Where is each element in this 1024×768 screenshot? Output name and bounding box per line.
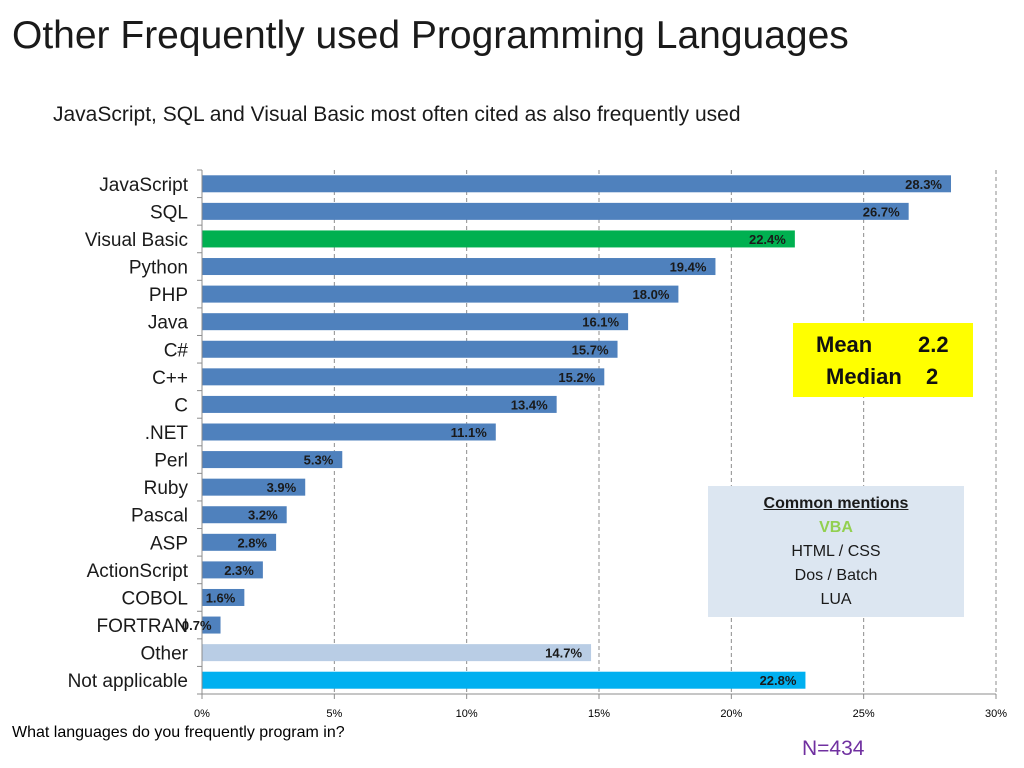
bar	[202, 533, 277, 551]
data-label: 3.9%	[267, 480, 297, 495]
data-label: 22.4%	[749, 232, 786, 247]
data-label: 14.7%	[545, 646, 582, 661]
axes	[197, 169, 997, 699]
bars	[202, 175, 952, 689]
category-label: Python	[129, 258, 188, 279]
data-label: 11.1%	[451, 425, 488, 440]
bar	[202, 478, 306, 496]
data-label: 26.7%	[863, 204, 900, 219]
x-tick-label: 5%	[326, 708, 342, 720]
category-label: Visual Basic	[85, 230, 188, 251]
data-label: 16.1%	[582, 315, 619, 330]
common-mention-item: HTML / CSS	[791, 543, 881, 560]
bar	[202, 340, 618, 358]
data-label: 15.7%	[572, 342, 609, 357]
bar	[202, 588, 245, 606]
mean-value: 2.2	[918, 332, 949, 357]
page-title: Other Frequently used Programming Langua…	[12, 14, 849, 57]
labels: 0% 5% 10% 15% 20% 25% 30% JavaScript 28.3% SQL 26.…	[68, 175, 1008, 720]
data-label: 13.4%	[511, 397, 548, 412]
category-label: ASP	[150, 533, 188, 554]
x-tick-label: 25%	[853, 708, 875, 720]
bar	[202, 395, 557, 413]
data-label: 19.4%	[670, 260, 707, 275]
bar	[202, 258, 716, 276]
bar	[202, 202, 909, 220]
data-label: 3.2%	[248, 508, 278, 523]
bar	[202, 451, 343, 469]
data-label: 22.8%	[760, 673, 797, 688]
category-label: JavaScript	[99, 175, 188, 196]
survey-question: What languages do you frequently program…	[12, 724, 345, 741]
category-label: .NET	[145, 423, 189, 444]
category-label: PHP	[149, 285, 188, 306]
common-mention-item: Dos / Batch	[794, 567, 878, 584]
data-label: 2.3%	[224, 563, 254, 578]
data-label: 28.3%	[905, 177, 942, 192]
common-mentions-title: Common mentions	[763, 495, 909, 512]
common-mention-highlight: VBA	[819, 519, 853, 536]
category-label: C#	[164, 340, 189, 361]
category-label: C	[174, 395, 188, 416]
bar	[202, 423, 496, 441]
x-tick-label: 10%	[456, 708, 478, 720]
category-label: Other	[140, 644, 188, 665]
median-value: 2	[926, 364, 939, 389]
bar	[202, 313, 629, 331]
x-tick-label: 0%	[194, 708, 210, 720]
category-label: Ruby	[144, 478, 189, 499]
category-label: Java	[148, 313, 189, 334]
bar	[202, 368, 605, 386]
common-mentions-box: Common mentions VBA HTML / CSS Dos / Bat…	[708, 486, 964, 617]
data-label: 15.2%	[558, 370, 595, 385]
bar	[202, 644, 592, 662]
sample-size: N=434	[802, 737, 865, 760]
page-subtitle: JavaScript, SQL and Visual Basic most of…	[53, 103, 741, 126]
category-label: SQL	[150, 202, 188, 223]
bar	[202, 175, 952, 193]
bar	[202, 671, 806, 689]
category-label: COBOL	[121, 588, 188, 609]
common-mention-item: LUA	[820, 591, 852, 608]
category-label: ActionScript	[87, 561, 189, 582]
x-tick-label: 20%	[720, 708, 742, 720]
data-label: 2.8%	[237, 535, 267, 550]
bar	[202, 230, 795, 248]
data-label: 5.3%	[304, 453, 334, 468]
category-label: C++	[152, 368, 188, 389]
bar	[202, 285, 679, 303]
x-tick-label: 30%	[985, 708, 1007, 720]
category-label: Perl	[154, 451, 188, 472]
bar	[202, 506, 287, 524]
bar	[202, 616, 221, 634]
data-label: 1.6%	[206, 590, 236, 605]
x-tick-label: 15%	[588, 708, 610, 720]
median-label: Median	[826, 364, 902, 389]
data-label: 0.7%	[182, 618, 212, 633]
bar	[202, 561, 263, 579]
stats-box: Mean 2.2 Median 2	[793, 323, 973, 397]
category-label: FORTRAN	[97, 616, 188, 637]
data-label: 18.0%	[633, 287, 670, 302]
mean-label: Mean	[816, 332, 873, 357]
category-label: Not applicable	[68, 671, 188, 692]
category-label: Pascal	[131, 506, 188, 527]
